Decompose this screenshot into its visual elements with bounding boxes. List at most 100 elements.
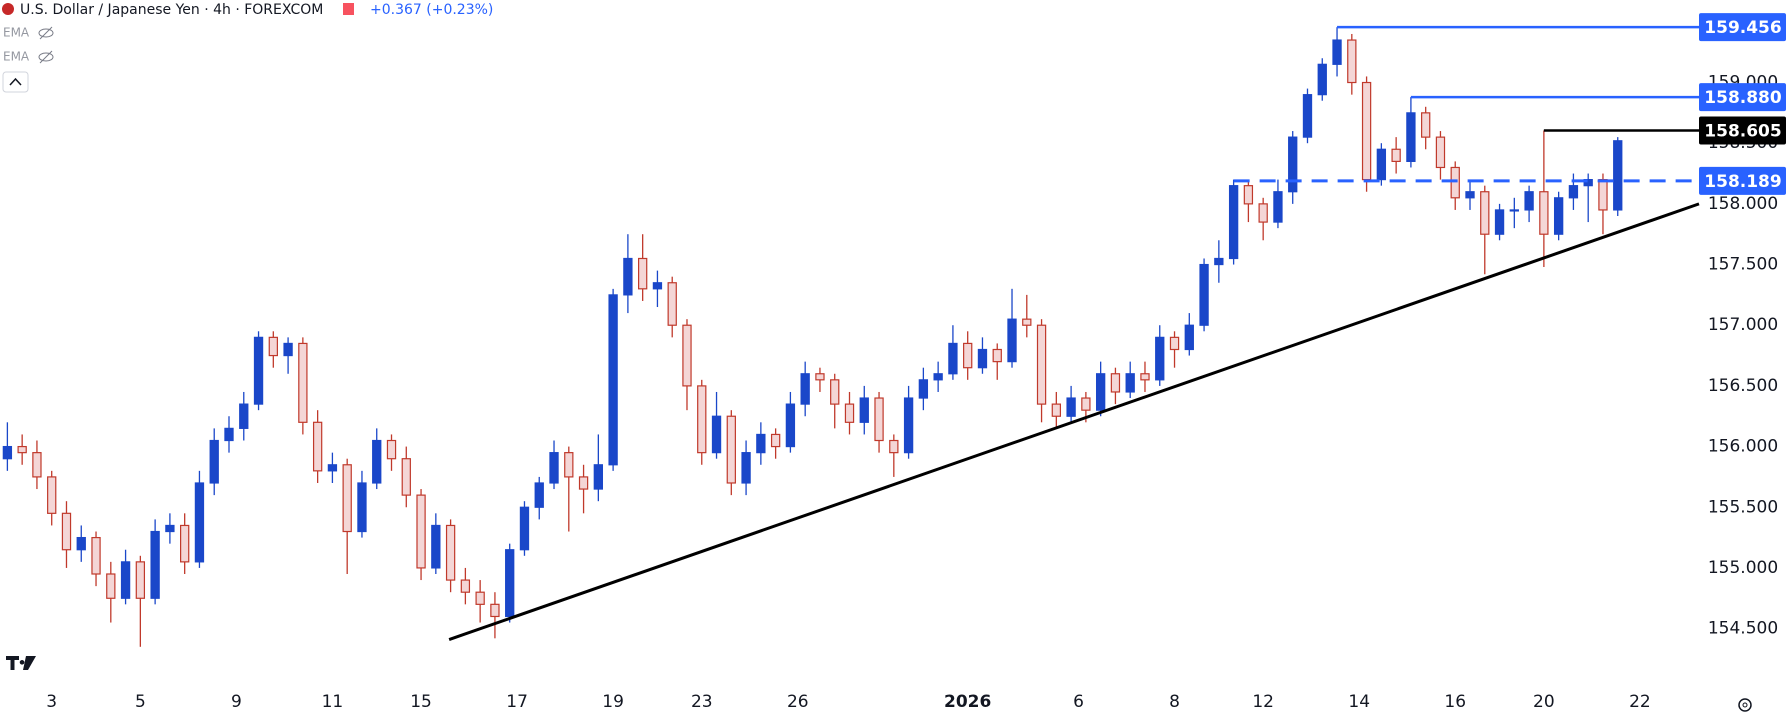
level-label: 158.880: [1704, 88, 1782, 108]
candle-body: [519, 506, 530, 551]
candle-body: [135, 561, 146, 599]
candle-body: [623, 257, 633, 296]
x-tick-label: 17: [506, 692, 528, 712]
y-tick-label: 154.500: [1708, 619, 1778, 639]
hide-icon[interactable]: [38, 52, 54, 62]
x-tick-label: 11: [322, 692, 344, 712]
candle-body: [1258, 203, 1268, 223]
candle-body: [150, 530, 160, 599]
candle-body: [933, 373, 943, 381]
candle-body: [460, 579, 471, 593]
candle-body: [386, 439, 397, 460]
candle-body: [76, 536, 86, 551]
x-tick-label: 2026: [944, 692, 991, 712]
settings-icon[interactable]: [1738, 698, 1752, 712]
candle-body: [711, 415, 722, 454]
candle-body: [239, 403, 249, 429]
candle-body: [593, 464, 604, 490]
x-tick-label: 6: [1073, 692, 1084, 712]
candle-body: [815, 373, 825, 381]
candle-body: [1539, 191, 1549, 235]
y-tick-label: 157.500: [1708, 255, 1778, 275]
candle-body: [1125, 373, 1135, 393]
candle-body: [1110, 373, 1121, 393]
candle-body: [1568, 185, 1579, 199]
x-tick-label: 20: [1533, 692, 1555, 712]
level-label: 158.189: [1704, 172, 1781, 192]
candle-body: [1095, 373, 1106, 411]
y-tick-label: 156.500: [1708, 376, 1778, 396]
candle-body: [652, 282, 663, 290]
candle-body: [165, 524, 175, 533]
candle-body: [1317, 63, 1327, 96]
candle-body: [1583, 179, 1593, 187]
x-tick-label: 8: [1169, 692, 1180, 712]
y-tick-label: 155.000: [1708, 558, 1778, 578]
logo: [6, 656, 36, 670]
candle-body: [431, 524, 441, 569]
gear[interactable]: [1738, 698, 1752, 712]
candle-body: [1494, 209, 1505, 235]
x-tick-label: 3: [46, 692, 57, 712]
candle-body: [1347, 39, 1357, 84]
candle-body: [992, 348, 1002, 363]
candle-body: [578, 476, 589, 490]
candle-body: [1081, 397, 1091, 411]
level-label: 158.605: [1704, 121, 1781, 141]
trendline: [448, 202, 1700, 641]
candle-body: [1243, 185, 1254, 205]
candle-body: [1228, 185, 1239, 260]
candle-body: [283, 342, 293, 357]
candle-body: [1066, 397, 1076, 417]
candle-body: [1524, 191, 1534, 211]
candle-body: [889, 439, 899, 454]
candle-body: [918, 379, 929, 399]
candle-body: [741, 452, 751, 484]
collapse-button[interactable]: [2, 71, 29, 93]
candle-body: [298, 342, 308, 423]
x-tick-label: 26: [787, 692, 809, 712]
candle-body: [874, 397, 884, 442]
candle-body: [1598, 179, 1608, 211]
candle-body: [1465, 191, 1475, 199]
x-tick-label: 12: [1252, 692, 1274, 712]
hide-icon[interactable]: [38, 28, 54, 38]
x-tick-label: 14: [1348, 692, 1370, 712]
candle-body: [1051, 403, 1061, 417]
candle-body: [638, 257, 648, 290]
candle-body: [1406, 112, 1416, 162]
x-tick-label: 22: [1629, 692, 1651, 712]
candle-body: [194, 482, 205, 563]
candle-body: [327, 464, 338, 472]
candle-body: [1613, 140, 1623, 211]
candle-body: [224, 427, 234, 442]
collapse-arrow: [9, 77, 22, 86]
candle-body: [756, 433, 766, 454]
candle-body: [61, 512, 72, 551]
candle-body: [844, 403, 855, 423]
candle-body: [1022, 318, 1032, 326]
x-tick-label: 5: [135, 692, 146, 712]
candle-body: [357, 482, 367, 533]
indicator-label: EMA: [3, 50, 30, 64]
candle-body: [1273, 191, 1283, 223]
x-tick-label: 15: [410, 692, 432, 712]
candle-body: [401, 458, 411, 496]
candle-body: [770, 433, 781, 448]
y-tick-label: 158.000: [1708, 194, 1778, 214]
candles: [2, 27, 1623, 647]
candle-body: [106, 573, 116, 599]
candle-body: [505, 549, 515, 618]
candle-body: [372, 439, 382, 484]
x-tick-label: 23: [691, 692, 713, 712]
candle-body: [1361, 81, 1372, 181]
candle-body: [549, 452, 559, 484]
candle-body: [667, 282, 677, 326]
candle-body: [312, 421, 323, 472]
candle-body: [1421, 112, 1431, 138]
candle-body: [1007, 318, 1017, 363]
candle-body: [1302, 94, 1313, 138]
y-tick-label: 156.000: [1708, 437, 1778, 457]
candle-body: [1184, 324, 1194, 351]
